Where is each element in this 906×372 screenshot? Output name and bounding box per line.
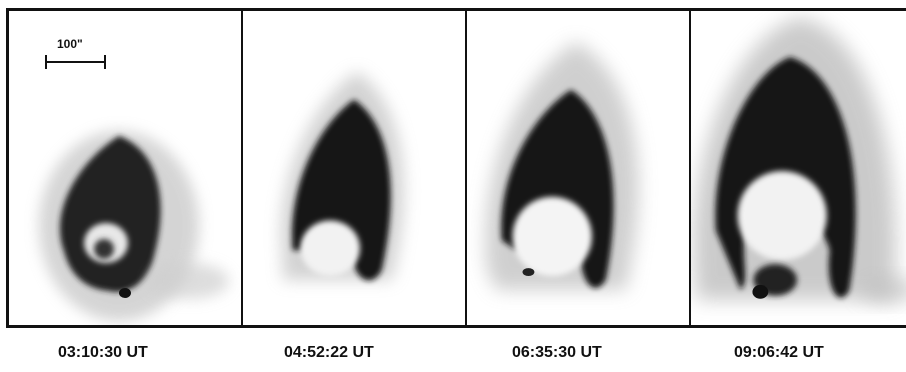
cme-loop-image-4: [693, 17, 906, 302]
frame-panel-4: [689, 11, 906, 325]
frame-panel-3: [465, 11, 689, 325]
frame-panel-2: [241, 11, 465, 325]
scale-bar: [45, 55, 107, 69]
cme-loop-image-1: [39, 131, 229, 321]
scale-label: 100": [57, 37, 83, 51]
image-strip: 100": [6, 8, 906, 328]
timestamp-4: 09:06:42 UT: [734, 344, 824, 361]
frame-panel-1: 100": [9, 11, 241, 325]
timestamp-2: 04:52:22 UT: [284, 344, 374, 361]
timestamp-3: 06:35:30 UT: [512, 344, 602, 361]
timestamp-row: 03:10:30 UT 04:52:22 UT 06:35:30 UT 09:0…: [0, 344, 906, 368]
cme-loop-image-2: [281, 71, 404, 281]
timestamp-1: 03:10:30 UT: [58, 344, 148, 361]
cme-loop-image-3: [485, 42, 639, 290]
